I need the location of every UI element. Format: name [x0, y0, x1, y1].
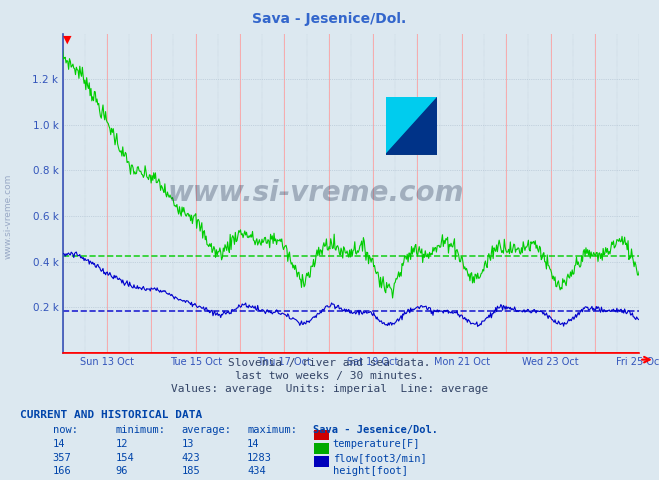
Text: 14: 14 — [53, 439, 65, 449]
Text: average:: average: — [181, 425, 231, 435]
Polygon shape — [386, 97, 438, 155]
Polygon shape — [386, 97, 438, 155]
Text: 434: 434 — [247, 466, 266, 476]
Text: www.si-vreme.com: www.si-vreme.com — [3, 173, 13, 259]
Text: www.si-vreme.com: www.si-vreme.com — [168, 179, 465, 207]
Text: 423: 423 — [181, 453, 200, 463]
Text: ▼: ▼ — [63, 35, 72, 45]
Text: Values: average  Units: imperial  Line: average: Values: average Units: imperial Line: av… — [171, 384, 488, 395]
Text: now:: now: — [53, 425, 78, 435]
Text: minimum:: minimum: — [115, 425, 165, 435]
Text: 14: 14 — [247, 439, 260, 449]
Text: maximum:: maximum: — [247, 425, 297, 435]
Text: 357: 357 — [53, 453, 71, 463]
Text: 13: 13 — [181, 439, 194, 449]
Text: CURRENT AND HISTORICAL DATA: CURRENT AND HISTORICAL DATA — [20, 410, 202, 420]
Text: 185: 185 — [181, 466, 200, 476]
Text: Sava - Jesenice/Dol.: Sava - Jesenice/Dol. — [252, 12, 407, 26]
Text: 96: 96 — [115, 466, 128, 476]
Text: 154: 154 — [115, 453, 134, 463]
Text: temperature[F]: temperature[F] — [333, 439, 420, 449]
Text: Sava - Jesenice/Dol.: Sava - Jesenice/Dol. — [313, 425, 438, 435]
Text: flow[foot3/min]: flow[foot3/min] — [333, 453, 426, 463]
Text: last two weeks / 30 minutes.: last two weeks / 30 minutes. — [235, 371, 424, 381]
Text: 166: 166 — [53, 466, 71, 476]
Text: 1283: 1283 — [247, 453, 272, 463]
Text: Slovenia / river and sea data.: Slovenia / river and sea data. — [228, 358, 431, 368]
Text: height[foot]: height[foot] — [333, 466, 408, 476]
Text: 12: 12 — [115, 439, 128, 449]
